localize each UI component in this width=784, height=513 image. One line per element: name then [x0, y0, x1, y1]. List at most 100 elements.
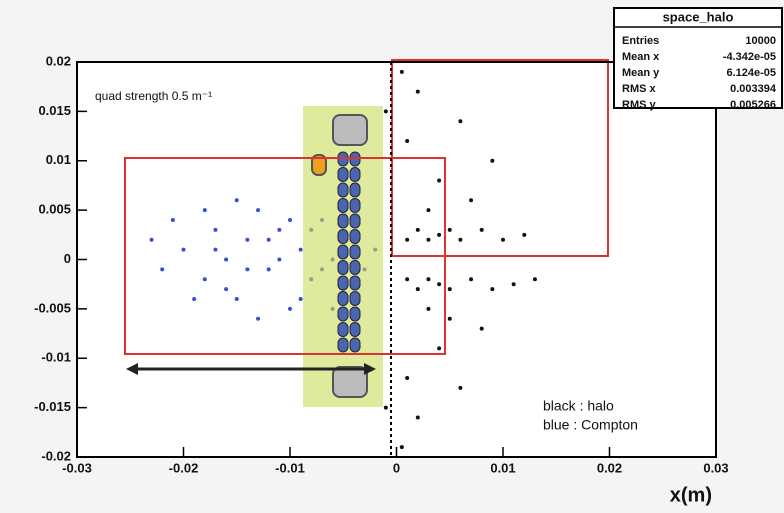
detector-cell — [349, 167, 361, 182]
detector-cell — [337, 244, 349, 260]
magnet-bottom — [332, 366, 368, 398]
detector-cell — [337, 198, 349, 213]
stats-label: RMS x — [622, 83, 657, 95]
legend-entry: blue : Compton — [543, 417, 638, 433]
annotation: quad strength 0.5 m⁻¹ — [95, 89, 212, 103]
point — [426, 277, 431, 282]
point — [415, 415, 420, 420]
point — [399, 445, 404, 450]
magnet-top — [332, 114, 368, 146]
point — [224, 287, 229, 292]
stats-value: 10000 — [745, 35, 776, 47]
detector-cell — [337, 213, 349, 229]
detector-cell — [337, 322, 349, 337]
detector-cell — [349, 198, 361, 213]
point — [437, 346, 442, 351]
point — [298, 247, 303, 252]
point — [501, 237, 505, 242]
point — [426, 208, 431, 213]
point — [447, 287, 452, 292]
point — [458, 237, 463, 242]
point — [149, 237, 154, 242]
point — [405, 277, 410, 282]
point — [234, 297, 239, 301]
detector-cell — [349, 275, 361, 291]
point — [437, 282, 442, 287]
orange-element — [311, 154, 327, 176]
point — [181, 247, 186, 252]
point — [192, 297, 197, 301]
point — [511, 282, 516, 287]
point — [213, 247, 218, 252]
plot-area — [77, 62, 716, 457]
point — [256, 208, 261, 213]
point — [490, 287, 495, 292]
point — [447, 316, 452, 321]
detector-cells — [337, 151, 361, 353]
detector-cell — [349, 291, 361, 306]
point — [298, 297, 303, 301]
point — [479, 326, 484, 331]
x-tick-label: -0.02 — [169, 460, 199, 475]
point — [405, 139, 410, 143]
legend-entry: black : halo — [543, 398, 614, 414]
x-tick-label: 0.03 — [703, 460, 728, 475]
point — [415, 227, 420, 232]
point — [405, 376, 410, 380]
point — [245, 237, 250, 242]
arrow-head — [126, 363, 138, 375]
point — [202, 208, 207, 213]
point — [277, 257, 282, 262]
detector-cell — [337, 291, 349, 306]
point — [458, 119, 463, 124]
point — [234, 198, 239, 203]
stats-title: space_halo — [663, 9, 734, 24]
detector-cell — [349, 229, 361, 244]
point — [426, 237, 431, 242]
detector-cell — [349, 182, 361, 198]
detector-cell — [337, 167, 349, 182]
y-tick-label: 0 — [64, 251, 71, 266]
detector-cell — [337, 260, 349, 275]
detector-cell — [349, 213, 361, 229]
stats-label: Mean x — [622, 51, 660, 63]
stats-value: 0.003394 — [730, 83, 777, 95]
x-tick-label: 0.01 — [490, 460, 515, 475]
point — [490, 158, 495, 163]
point — [532, 277, 537, 282]
stats-label: Mean y — [622, 67, 660, 79]
y-tick-label: 0.01 — [46, 152, 71, 167]
point — [458, 385, 463, 390]
detector-cell — [337, 275, 349, 291]
stats-value: -4.342e-05 — [723, 51, 776, 63]
point — [266, 267, 271, 272]
arrow-head — [364, 363, 376, 375]
point — [383, 109, 388, 114]
stats-value: 6.124e-05 — [726, 67, 776, 79]
x-tick-label: 0 — [393, 460, 400, 475]
stats-value: 0.005266 — [730, 99, 776, 111]
point — [224, 257, 229, 262]
detector-cell — [349, 337, 361, 353]
point — [522, 232, 527, 237]
y-tick-label: -0.005 — [34, 300, 71, 315]
detector-cell — [349, 244, 361, 260]
detector-cell — [337, 306, 349, 322]
stats-label: Entries — [622, 35, 659, 47]
x-axis-label: x(m) — [670, 484, 712, 506]
point — [447, 227, 452, 232]
y-tick-label: 0.005 — [38, 202, 71, 217]
detector-cell — [349, 306, 361, 322]
legend: black : halo blue : Compton — [543, 398, 638, 433]
point — [405, 237, 410, 242]
detector-cell — [349, 260, 361, 275]
point — [469, 277, 474, 282]
point — [202, 277, 207, 282]
point — [426, 306, 431, 311]
point — [245, 267, 250, 272]
y-tick-label: -0.02 — [41, 448, 71, 463]
detector-cell — [349, 322, 361, 337]
point — [437, 178, 442, 183]
